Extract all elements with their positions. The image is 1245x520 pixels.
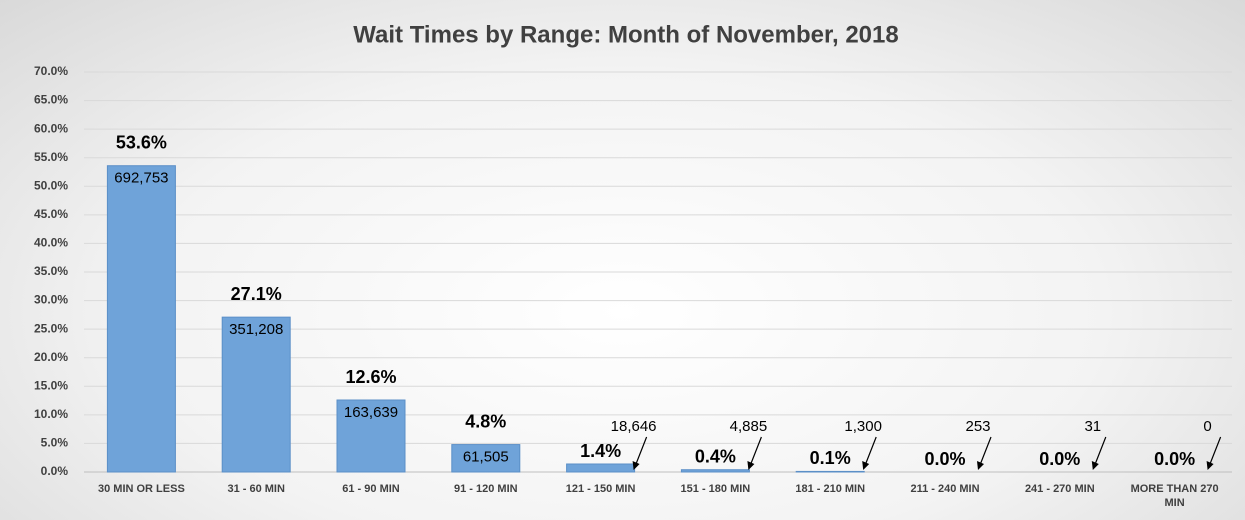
bar bbox=[795, 470, 865, 473]
count-label: 163,639 bbox=[344, 404, 398, 421]
callout-arrow bbox=[749, 436, 762, 466]
y-tick-label: 10.0% bbox=[34, 407, 68, 421]
bar bbox=[336, 399, 406, 473]
bar bbox=[680, 469, 750, 473]
x-tick-label: 31 - 60 MIN bbox=[227, 483, 285, 495]
x-tick-label: 91 - 120 MIN bbox=[454, 483, 518, 495]
count-label: 18,646 bbox=[611, 418, 657, 435]
x-tick-label: 151 - 180 MIN bbox=[680, 483, 751, 495]
count-label: 1,300 bbox=[844, 418, 882, 435]
y-tick-label: 70.0% bbox=[34, 64, 68, 78]
callout-arrow bbox=[979, 436, 992, 466]
callout-arrowhead bbox=[862, 461, 870, 470]
y-tick-label: 5.0% bbox=[41, 436, 69, 450]
y-tick-label: 25.0% bbox=[34, 321, 68, 335]
x-tick-label: 241 - 270 MIN bbox=[1024, 483, 1095, 495]
callout-arrowhead bbox=[747, 461, 755, 470]
count-label: 31 bbox=[1084, 418, 1101, 435]
y-tick-label: 30.0% bbox=[34, 293, 68, 307]
count-label: 692,753 bbox=[114, 170, 168, 187]
x-tick-label: 61 - 90 MIN bbox=[342, 483, 400, 495]
callout-arrowhead bbox=[1206, 461, 1214, 470]
count-label: 61,505 bbox=[463, 449, 509, 466]
bar bbox=[451, 444, 521, 473]
y-tick-label: 50.0% bbox=[34, 178, 68, 192]
callout-arrow bbox=[1094, 436, 1107, 466]
callout-arrowhead bbox=[632, 461, 640, 470]
y-tick-label: 35.0% bbox=[34, 264, 68, 278]
value-label: 4.8% bbox=[465, 411, 506, 431]
y-tick-label: 40.0% bbox=[34, 236, 68, 250]
y-tick-label: 55.0% bbox=[34, 150, 68, 164]
y-tick-label: 15.0% bbox=[34, 378, 68, 392]
x-tick-label: 121 - 150 MIN bbox=[565, 483, 636, 495]
count-label: 253 bbox=[965, 418, 990, 435]
bar bbox=[221, 316, 291, 473]
y-tick-label: 45.0% bbox=[34, 207, 68, 221]
callout-arrow bbox=[1209, 436, 1222, 466]
value-label: 0.1% bbox=[810, 448, 851, 468]
value-label: 12.6% bbox=[345, 367, 396, 387]
callout-arrowhead bbox=[1091, 461, 1099, 470]
y-tick-label: 65.0% bbox=[34, 93, 68, 107]
y-tick-label: 0.0% bbox=[41, 464, 69, 478]
bar bbox=[566, 463, 636, 473]
x-tick-label: MORE THAN 270 MIN bbox=[1130, 483, 1219, 509]
value-label: 0.0% bbox=[1154, 449, 1195, 469]
callout-arrow bbox=[864, 436, 877, 466]
chart-title: Wait Times by Range: Month of November, … bbox=[353, 21, 898, 48]
count-label: 4,885 bbox=[730, 418, 768, 435]
bar bbox=[106, 165, 176, 473]
x-tick-label: 30 MIN OR LESS bbox=[97, 483, 185, 495]
value-label: 27.1% bbox=[231, 284, 282, 304]
x-tick-label: 181 - 210 MIN bbox=[795, 483, 866, 495]
value-label: 0.0% bbox=[1039, 449, 1080, 469]
value-label: 53.6% bbox=[116, 132, 167, 152]
y-tick-label: 20.0% bbox=[34, 350, 68, 364]
count-label: 351,208 bbox=[229, 321, 283, 338]
value-label: 1.4% bbox=[580, 441, 621, 461]
callout-arrow bbox=[635, 436, 648, 466]
count-label: 0 bbox=[1203, 418, 1211, 435]
y-tick-label: 60.0% bbox=[34, 121, 68, 135]
value-label: 0.4% bbox=[695, 446, 736, 466]
x-tick-label: 211 - 240 MIN bbox=[910, 483, 980, 495]
callout-arrowhead bbox=[977, 461, 984, 470]
value-label: 0.0% bbox=[924, 449, 965, 469]
